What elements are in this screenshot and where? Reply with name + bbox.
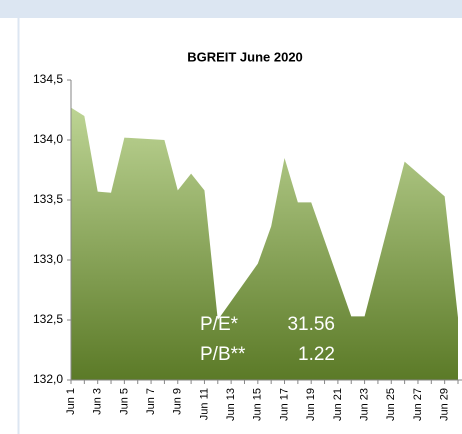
x-tick-label: Jun 11 bbox=[198, 388, 210, 420]
y-tick-label: 132,5 bbox=[33, 312, 63, 326]
x-tick-label: Jun 15 bbox=[252, 388, 264, 421]
y-tick-label: 133,5 bbox=[33, 192, 63, 206]
x-tick-label: Jun 19 bbox=[305, 388, 317, 421]
x-tick-label: Jun 3 bbox=[92, 388, 104, 415]
x-tick-label: Jun 23 bbox=[358, 388, 370, 421]
y-tick-label: 134,0 bbox=[33, 132, 63, 146]
annotation: P/B** bbox=[200, 344, 246, 365]
x-tick-label: Jun 9 bbox=[172, 388, 184, 415]
chart-title: BGREIT June 2020 bbox=[187, 49, 303, 64]
x-tick-label: Jun 1 bbox=[65, 388, 77, 415]
area bbox=[71, 107, 458, 380]
y-tick-label: 132,0 bbox=[33, 372, 63, 386]
annotation: 1.22 bbox=[298, 344, 335, 365]
x-tick-label: Jun 27 bbox=[412, 388, 424, 421]
x-tick-label: Jun 21 bbox=[332, 388, 344, 421]
x-tick-label: Jun 13 bbox=[225, 388, 237, 421]
annotation: 31.56 bbox=[287, 314, 335, 335]
y-tick-label: 134,5 bbox=[33, 72, 63, 86]
x-tick-label: Jun 29 bbox=[439, 388, 451, 421]
x-tick-label: Jun 7 bbox=[145, 388, 157, 415]
x-tick-label: Jun 17 bbox=[278, 388, 290, 421]
x-tick-label: Jun 25 bbox=[385, 388, 397, 421]
top-band bbox=[0, 0, 462, 18]
y-tick-label: 133,0 bbox=[33, 252, 63, 266]
x-tick-label: Jun 5 bbox=[118, 388, 130, 415]
annotation: P/E* bbox=[200, 314, 239, 335]
